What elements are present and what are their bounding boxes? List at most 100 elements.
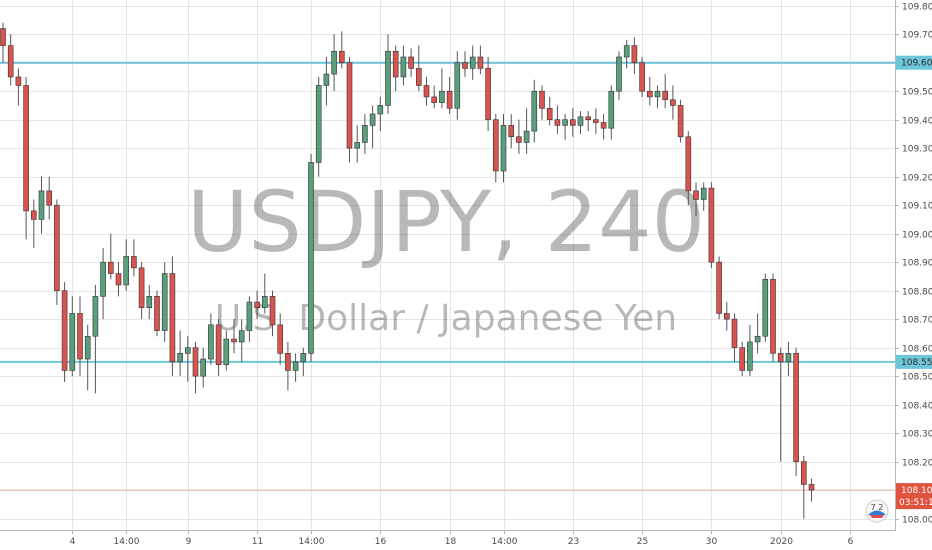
candle[interactable] xyxy=(685,131,692,206)
candle[interactable] xyxy=(285,341,291,391)
candle[interactable] xyxy=(754,313,761,354)
candle[interactable] xyxy=(523,108,530,154)
candle[interactable] xyxy=(577,111,584,134)
candle[interactable] xyxy=(439,68,445,109)
horizontal-lines[interactable] xyxy=(0,61,895,491)
candle[interactable] xyxy=(231,319,237,354)
candle[interactable] xyxy=(693,182,699,217)
candle[interactable] xyxy=(454,51,461,120)
candle[interactable] xyxy=(177,330,183,377)
candle[interactable] xyxy=(646,76,653,106)
candle[interactable] xyxy=(269,290,276,337)
candle[interactable] xyxy=(254,290,260,320)
candle[interactable] xyxy=(477,45,484,75)
candle[interactable] xyxy=(762,273,769,342)
candle[interactable] xyxy=(485,56,491,132)
candle[interactable] xyxy=(723,302,730,331)
candle[interactable] xyxy=(616,51,622,100)
candle[interactable] xyxy=(315,76,322,177)
candle[interactable] xyxy=(7,34,14,86)
candle[interactable] xyxy=(138,262,145,320)
candle[interactable] xyxy=(500,113,507,183)
candle[interactable] xyxy=(569,108,576,137)
candle[interactable] xyxy=(323,56,330,106)
candle[interactable] xyxy=(154,290,160,337)
candle[interactable] xyxy=(354,125,361,163)
candle[interactable] xyxy=(492,113,499,183)
candle[interactable] xyxy=(208,313,214,365)
candle[interactable] xyxy=(385,34,391,114)
candle[interactable] xyxy=(739,341,746,377)
time-axis[interactable]: 4 14:00 9 11 14:00 16 18 14:00 23 25 30 2020 6 xyxy=(0,530,932,550)
candle[interactable] xyxy=(677,99,684,143)
candle[interactable] xyxy=(793,347,799,476)
candle[interactable] xyxy=(777,347,784,462)
candle[interactable] xyxy=(639,56,645,97)
candle[interactable] xyxy=(200,347,206,388)
candle[interactable] xyxy=(46,176,53,220)
candle[interactable] xyxy=(61,282,68,382)
candle[interactable] xyxy=(0,22,6,63)
candle[interactable] xyxy=(54,199,60,305)
candle[interactable] xyxy=(539,85,545,120)
candle[interactable] xyxy=(554,105,561,134)
candle[interactable] xyxy=(246,296,253,342)
candle[interactable] xyxy=(600,113,607,140)
candle[interactable] xyxy=(192,341,199,394)
tradingview-logo-icon[interactable]: 7 2 xyxy=(865,499,889,523)
candle[interactable] xyxy=(15,68,22,106)
candle[interactable] xyxy=(431,85,438,109)
candle[interactable] xyxy=(808,478,815,502)
candle[interactable] xyxy=(670,85,676,120)
candle[interactable] xyxy=(469,45,476,80)
candle[interactable] xyxy=(631,37,638,75)
candle[interactable] xyxy=(77,296,83,377)
candle[interactable] xyxy=(508,113,515,149)
candle[interactable] xyxy=(92,284,99,394)
candle[interactable] xyxy=(770,273,776,362)
candle[interactable] xyxy=(84,324,91,391)
candle[interactable] xyxy=(292,353,299,382)
candle[interactable] xyxy=(100,247,106,320)
candle[interactable] xyxy=(261,273,268,314)
candle[interactable] xyxy=(415,45,422,92)
candle[interactable] xyxy=(531,79,538,143)
candle[interactable] xyxy=(516,119,522,154)
candle[interactable] xyxy=(700,182,707,211)
candle[interactable] xyxy=(546,96,553,126)
candle[interactable] xyxy=(169,256,176,377)
candle[interactable] xyxy=(623,39,630,69)
candle[interactable] xyxy=(146,284,153,320)
candle[interactable] xyxy=(185,336,191,382)
candle[interactable] xyxy=(331,34,337,92)
candle[interactable] xyxy=(585,111,592,132)
candle[interactable] xyxy=(215,319,222,377)
candle[interactable] xyxy=(654,85,661,109)
candle[interactable] xyxy=(462,51,468,77)
candle[interactable] xyxy=(23,76,29,240)
candle[interactable] xyxy=(300,347,307,377)
candle[interactable] xyxy=(392,45,399,92)
candle[interactable] xyxy=(223,330,230,371)
candle[interactable] xyxy=(708,182,715,268)
candle[interactable] xyxy=(277,313,284,365)
candle[interactable] xyxy=(785,341,792,377)
candle[interactable] xyxy=(562,113,568,140)
candles[interactable] xyxy=(0,22,815,519)
candle[interactable] xyxy=(446,76,453,114)
candle[interactable] xyxy=(608,85,615,140)
candle[interactable] xyxy=(716,256,722,320)
candle[interactable] xyxy=(747,324,753,377)
candle[interactable] xyxy=(662,74,669,109)
candle[interactable] xyxy=(123,239,129,291)
candle[interactable] xyxy=(30,199,37,248)
price-axis[interactable]: 109.800 109.700 109.600 109.500 109.400 109.3… xyxy=(895,0,932,530)
candle[interactable] xyxy=(369,105,376,149)
candle[interactable] xyxy=(115,262,122,297)
candle[interactable] xyxy=(593,108,599,134)
candle[interactable] xyxy=(408,48,414,77)
candle[interactable] xyxy=(308,153,314,362)
candle[interactable] xyxy=(108,233,114,280)
